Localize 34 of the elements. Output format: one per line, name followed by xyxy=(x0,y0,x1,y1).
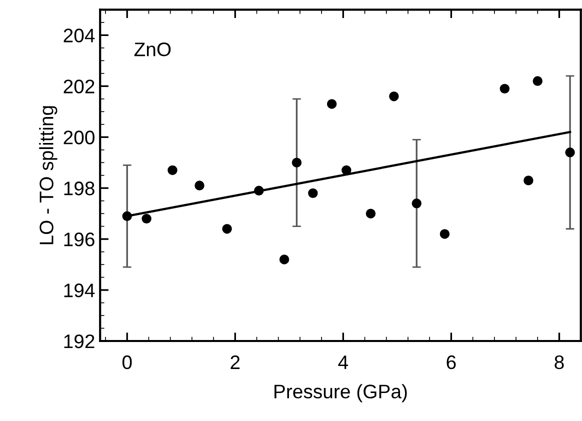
point xyxy=(412,198,422,208)
y-tick-label: 202 xyxy=(64,80,94,94)
point xyxy=(222,224,232,234)
point xyxy=(532,76,542,86)
point xyxy=(440,229,450,239)
y-tick-label: 194 xyxy=(64,284,95,298)
y-tick-label: 192 xyxy=(64,334,94,348)
y-tick-label: 198 xyxy=(64,182,94,196)
point xyxy=(342,165,352,176)
x-tick-label: 0 xyxy=(122,355,132,370)
x-tick-label: 2 xyxy=(230,355,240,369)
x-axis-title: Pressure (GPa) xyxy=(274,384,407,402)
y-axis-title: LO - TO splitting xyxy=(39,106,58,244)
point xyxy=(565,148,575,158)
y-tick-label: 204 xyxy=(64,28,95,42)
point xyxy=(122,211,132,221)
y-tick-label: 196 xyxy=(64,232,94,246)
point xyxy=(142,214,152,224)
point xyxy=(500,84,510,94)
x-tick-label: 6 xyxy=(446,355,456,370)
x-tick-label: 8 xyxy=(554,355,564,370)
point xyxy=(168,165,178,176)
point xyxy=(194,180,204,190)
point xyxy=(326,99,337,109)
point xyxy=(279,254,290,264)
point xyxy=(254,186,264,196)
y-tick-label: 200 xyxy=(64,130,94,144)
point xyxy=(366,208,376,218)
point xyxy=(389,91,399,102)
annotation: ZnO xyxy=(134,42,171,56)
point xyxy=(292,158,302,168)
point xyxy=(524,176,534,186)
x-tick-label: 4 xyxy=(338,356,348,369)
point xyxy=(308,188,318,198)
